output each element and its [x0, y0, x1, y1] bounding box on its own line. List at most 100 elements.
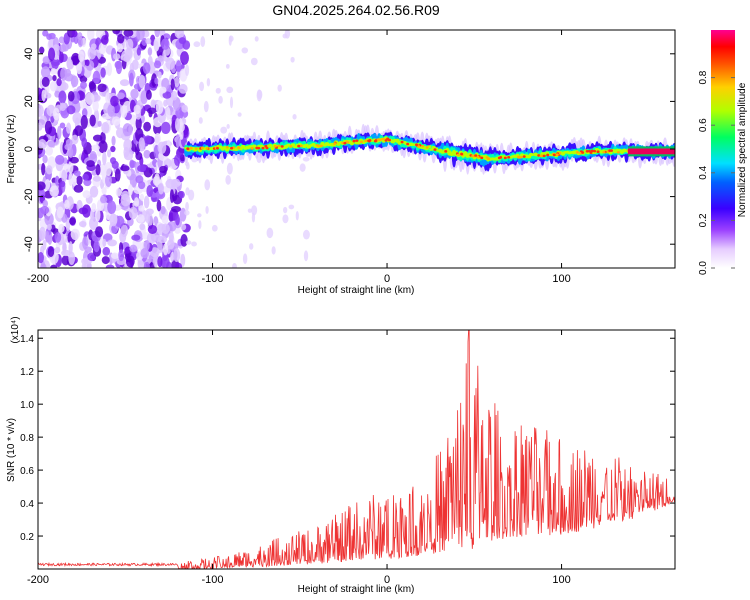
faint-speckle [290, 56, 295, 63]
signal-peak [460, 152, 464, 156]
faint-speckle [225, 63, 230, 69]
noise-blob [180, 253, 186, 267]
colorbar-tick-label: 0.6 [698, 118, 709, 132]
noise-blob [47, 140, 56, 148]
noise-blob [77, 32, 83, 41]
faint-speckle [200, 36, 206, 48]
faint-speckle [277, 84, 282, 92]
noise-blob [139, 223, 146, 231]
colorbar: 0.0 0.2 0.4 0.6 0.8 Normalized spectral ampl… [698, 30, 748, 275]
noise-blob [115, 60, 123, 75]
noise-blob [54, 232, 62, 243]
signal-peak [425, 146, 429, 149]
noise-blob [160, 205, 166, 215]
signal-peak [261, 146, 265, 150]
signal-peak [507, 155, 511, 159]
noise-blob [38, 252, 44, 264]
faint-speckle [283, 206, 288, 214]
noise-blob [139, 193, 145, 201]
colorbar-tick-label: 0.8 [698, 70, 709, 84]
noise-blob [112, 30, 121, 35]
faint-speckle [226, 86, 234, 94]
noise-blob [66, 122, 72, 134]
faint-speckle [191, 241, 197, 247]
colorbar-gradient [711, 30, 735, 268]
noise-blob [105, 174, 112, 187]
noise-blob [64, 143, 71, 150]
noise-blob [120, 193, 131, 207]
noise-blob [86, 160, 95, 168]
faint-speckle [254, 36, 259, 42]
faint-speckle [303, 250, 309, 262]
noise-blob [41, 162, 46, 176]
signal-tail [627, 148, 675, 155]
noise-blob [55, 154, 65, 165]
signal-peak [406, 142, 410, 146]
noise-blob [47, 223, 52, 231]
signal-peak [355, 139, 359, 142]
faint-speckle [237, 112, 242, 117]
faint-speckle [215, 87, 221, 94]
noise-blob [125, 255, 135, 268]
noise-blob [128, 72, 134, 87]
signal-peak [537, 154, 541, 157]
noise-blob [133, 197, 140, 207]
noise-blob [146, 184, 154, 197]
faint-speckle [226, 124, 230, 129]
signal-peak [575, 151, 579, 154]
signal-peak [289, 145, 293, 148]
signal-peak [378, 138, 382, 142]
noise-blob [140, 90, 148, 105]
noise-blob [143, 261, 151, 268]
noise-blob [70, 228, 80, 241]
signal-peak [499, 156, 503, 159]
faint-speckle [302, 229, 310, 240]
noise-blob [144, 135, 152, 145]
noise-blob [105, 92, 111, 104]
noise-blob [169, 189, 175, 203]
noise-blob [102, 151, 107, 166]
snr-xlabel: Height of straight line (km) [298, 584, 415, 595]
noise-blob [120, 104, 128, 118]
noise-blob [71, 55, 80, 66]
noise-blob [167, 239, 175, 250]
noise-blob [173, 248, 181, 263]
faint-speckle [295, 211, 299, 221]
signal-peak [555, 153, 559, 156]
noise-blob [68, 172, 73, 186]
noise-blob [71, 134, 79, 145]
noise-blob [72, 174, 77, 187]
signal-peak [474, 154, 478, 157]
noise-blob [148, 109, 153, 118]
signal-peak [257, 146, 261, 150]
signal-peak [596, 150, 600, 154]
x-tick-label: 0 [384, 574, 390, 586]
noise-blob [174, 30, 185, 39]
noise-blob [58, 51, 64, 64]
x-tick-label: 0 [384, 273, 390, 285]
signal-peak [480, 156, 484, 160]
signal-peak [317, 144, 321, 148]
spectrogram-ylabel: Frequency (Hz) [6, 115, 17, 184]
signal-peak [237, 146, 241, 149]
noise-blob [56, 78, 62, 87]
faint-speckle [198, 220, 202, 230]
noise-blob [85, 59, 90, 67]
faint-speckle [204, 179, 211, 191]
noise-blob [174, 76, 180, 88]
y-tick-label: 1.4 [20, 334, 34, 345]
noise-blob [171, 90, 178, 101]
signal-peak [581, 151, 585, 154]
noise-blob [154, 60, 162, 69]
noise-blob [59, 102, 67, 112]
signal-peak [333, 142, 337, 145]
x-tick-label: -200 [27, 273, 49, 285]
signal-tail-edge [627, 154, 675, 157]
noise-blob [178, 37, 186, 45]
snr-panel: -200 -100 0 100 0.2 0.4 0.6 0.8 1.0 1.2 1.4 Height… [6, 316, 676, 595]
noise-blob [54, 246, 61, 254]
colorbar-ticks: 0.0 0.2 0.4 0.6 0.8 [698, 70, 735, 275]
faint-speckle [292, 114, 297, 120]
noise-blob [119, 79, 130, 87]
noise-blob [115, 187, 122, 197]
